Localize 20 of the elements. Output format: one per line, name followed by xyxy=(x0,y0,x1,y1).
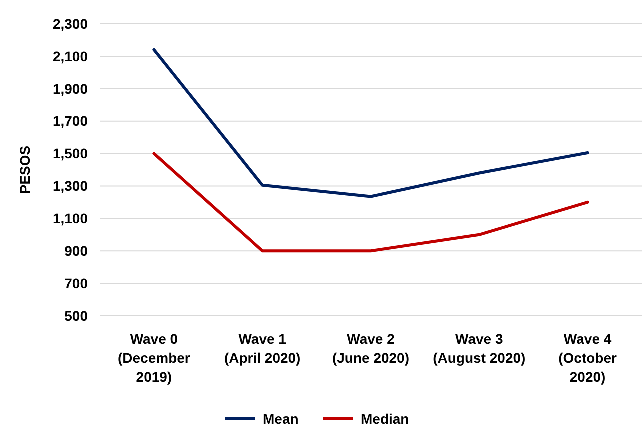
y-tick-label: 500 xyxy=(64,308,88,324)
y-tick-label: 900 xyxy=(64,243,88,260)
x-tick-label: Wave 1 (April 2020) xyxy=(224,331,301,366)
y-tick-label: 1,900 xyxy=(52,80,88,97)
x-tick-label: Wave 0 (December 2019) xyxy=(118,331,191,385)
x-tick-label: Wave 2 (June 2020) xyxy=(332,331,410,366)
legend-label: Mean xyxy=(263,411,299,427)
line-series xyxy=(152,48,590,198)
y-tick-label: 1,500 xyxy=(52,146,88,162)
y-tick-label: 1,300 xyxy=(52,178,88,194)
y-axis-title: PESOS xyxy=(17,146,33,194)
y-tick-label: 1,700 xyxy=(52,113,88,130)
y-tick-label: 2,300 xyxy=(52,16,88,32)
x-tick-label: Wave 4 (October 2020) xyxy=(558,331,618,385)
legend-label: Median xyxy=(361,411,410,427)
x-tick-label: Wave 3 (August 2020) xyxy=(433,331,526,366)
y-tick-label: 1,100 xyxy=(52,210,88,227)
line-series xyxy=(152,152,590,253)
y-tick-label: 2,100 xyxy=(52,48,88,64)
y-tick-label: 700 xyxy=(64,275,88,292)
